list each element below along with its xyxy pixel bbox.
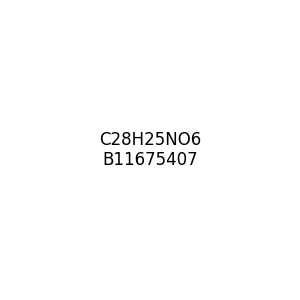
Text: C28H25NO6
B11675407: C28H25NO6 B11675407: [99, 130, 201, 170]
